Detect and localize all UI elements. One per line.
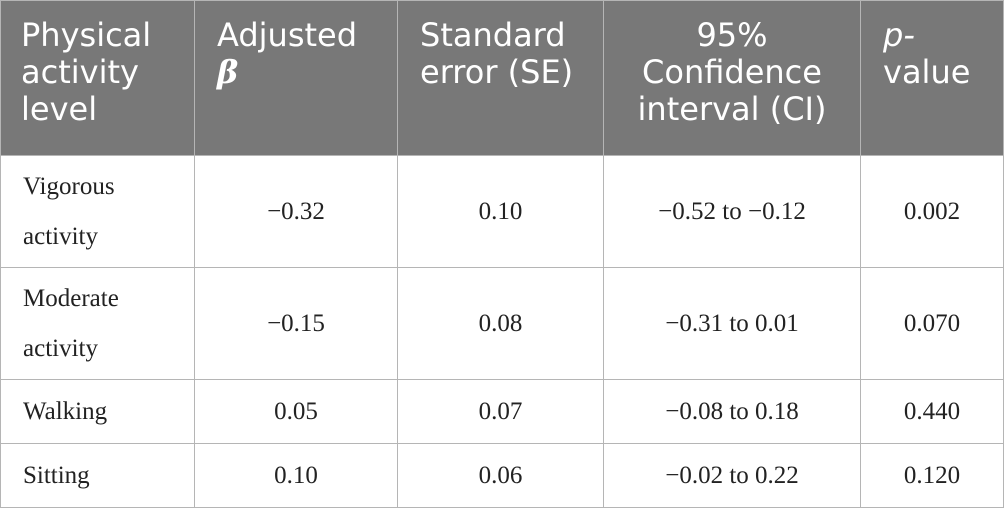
table-row: Walking 0.05 0.07 −0.08 to 0.18 0.440: [0, 379, 1004, 444]
row-label: Walking: [0, 379, 195, 444]
table-header: Physical activity level Adjusted β Standard…: [0, 0, 1004, 156]
se-cell: 0.06: [397, 443, 604, 508]
results-table: Physical activity level Adjusted β Standard…: [0, 0, 1004, 508]
beta-cell: −0.32: [194, 155, 398, 268]
beta-cell: 0.05: [194, 379, 398, 444]
header-standard-error: Standard error (SE): [397, 0, 604, 156]
beta-cell: 0.10: [194, 443, 398, 508]
p-value-cell: 0.070: [860, 267, 1004, 380]
row-label: Moderate activity: [0, 267, 195, 380]
beta-symbol: β: [217, 53, 239, 91]
se-cell: 0.08: [397, 267, 604, 380]
header-confidence-interval: 95% Confidence interval (CI): [603, 0, 861, 156]
p-value-cell: 0.440: [860, 379, 1004, 444]
table-row: Sitting 0.10 0.06 −0.02 to 0.22 0.120: [0, 443, 1004, 508]
ci-cell: −0.52 to −0.12: [603, 155, 861, 268]
se-cell: 0.10: [397, 155, 604, 268]
header-row: Physical activity level Adjusted β Standard…: [0, 0, 1004, 156]
se-cell: 0.07: [397, 379, 604, 444]
p-value-cell: 0.120: [860, 443, 1004, 508]
ci-cell: −0.02 to 0.22: [603, 443, 861, 508]
table-row: Moderate activity −0.15 0.08 −0.31 to 0.0…: [0, 267, 1004, 380]
header-adjusted-beta: Adjusted β: [194, 0, 398, 156]
p-value-cell: 0.002: [860, 155, 1004, 268]
row-label: Sitting: [0, 443, 195, 508]
beta-cell: −0.15: [194, 267, 398, 380]
ci-cell: −0.08 to 0.18: [603, 379, 861, 444]
row-label: Vigorous activity: [0, 155, 195, 268]
ci-cell: −0.31 to 0.01: [603, 267, 861, 380]
header-p-value: p-value: [860, 0, 1004, 156]
table-row: Vigorous activity −0.32 0.10 −0.52 to −0.…: [0, 155, 1004, 268]
table-body: Vigorous activity −0.32 0.10 −0.52 to −0.…: [0, 155, 1004, 508]
header-physical-activity-level: Physical activity level: [0, 0, 195, 156]
